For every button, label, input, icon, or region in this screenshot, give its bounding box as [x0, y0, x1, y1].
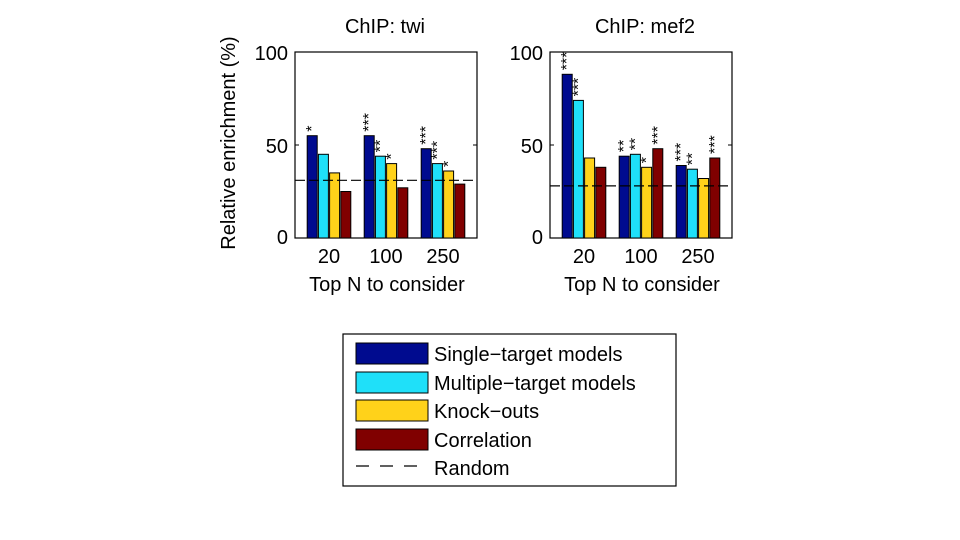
significance-stars: ***: [418, 126, 435, 145]
significance-stars: ***: [650, 126, 667, 145]
significance-stars: **: [627, 138, 644, 150]
bar: [675, 165, 687, 239]
x-tick-label: 100: [624, 246, 657, 268]
chart-panel-twi: ChIP: twi 0 50 100 20 100 250 Top N to c…: [255, 16, 478, 296]
y-tick-label: 0: [532, 227, 543, 249]
x-axis-label: Top N to consider: [564, 274, 720, 296]
bar: [397, 187, 409, 239]
bar: [584, 157, 596, 239]
legend-swatch: [355, 371, 429, 394]
chart-title: ChIP: twi: [345, 16, 425, 38]
significance-stars: *: [384, 153, 401, 159]
legend-swatch: [355, 342, 429, 365]
legend-label: Knock−outs: [434, 401, 539, 423]
bar: [652, 148, 664, 239]
bar: [306, 135, 318, 239]
x-axis-label: Top N to consider: [309, 274, 465, 296]
significance-stars: *: [639, 157, 656, 163]
significance-stars: ***: [361, 113, 378, 132]
bar: [641, 166, 653, 239]
y-tick-label: 100: [510, 43, 543, 65]
bar: [561, 73, 573, 239]
chart-panel-mef2: ChIP: mef2 0 50 100 20 100 250 Top N to …: [510, 16, 733, 296]
bar: [698, 178, 710, 239]
y-tick-label: 50: [266, 136, 288, 158]
significance-stars: ***: [429, 141, 446, 160]
significance-stars: ***: [559, 52, 576, 71]
bar: [420, 148, 432, 239]
bar: [329, 172, 341, 239]
x-tick-label: 20: [573, 246, 595, 268]
significance-stars: **: [372, 140, 389, 152]
significance-stars: ***: [570, 78, 587, 97]
significance-stars: **: [684, 153, 701, 165]
bar: [363, 135, 375, 239]
significance-stars: *: [304, 125, 321, 131]
bar: [618, 155, 630, 239]
legend-swatch: [355, 399, 429, 422]
legend: Single−target models Multiple−target mod…: [342, 333, 677, 487]
bar: [431, 163, 443, 239]
significance-stars: ***: [673, 143, 690, 162]
bar: [686, 168, 698, 239]
bar: [386, 163, 398, 239]
bar: [454, 183, 466, 239]
legend-label: Multiple−target models: [434, 373, 636, 395]
y-tick-label: 50: [521, 136, 543, 158]
legend-label: Correlation: [434, 430, 532, 452]
legend-label-random: Random: [434, 458, 510, 480]
x-tick-label: 20: [318, 246, 340, 268]
bar: [572, 99, 584, 239]
x-tick-label: 100: [369, 246, 402, 268]
y-tick-label: 100: [255, 43, 288, 65]
bar: [595, 166, 607, 239]
significance-stars: **: [616, 140, 633, 152]
bar: [709, 157, 721, 239]
y-tick-label: 0: [277, 227, 288, 249]
bar: [629, 153, 641, 239]
bar: [443, 170, 455, 239]
x-tick-label: 250: [426, 246, 459, 268]
significance-stars: ***: [707, 135, 724, 154]
legend-swatch: [355, 428, 429, 451]
y-axis-label: Relative enrichment (%): [218, 36, 240, 249]
legend-label: Single−target models: [434, 344, 622, 366]
bar: [374, 155, 386, 239]
chart-title: ChIP: mef2: [595, 16, 695, 38]
significance-stars: *: [441, 161, 458, 167]
x-tick-label: 250: [681, 246, 714, 268]
bar: [317, 153, 329, 239]
bar: [340, 191, 352, 239]
